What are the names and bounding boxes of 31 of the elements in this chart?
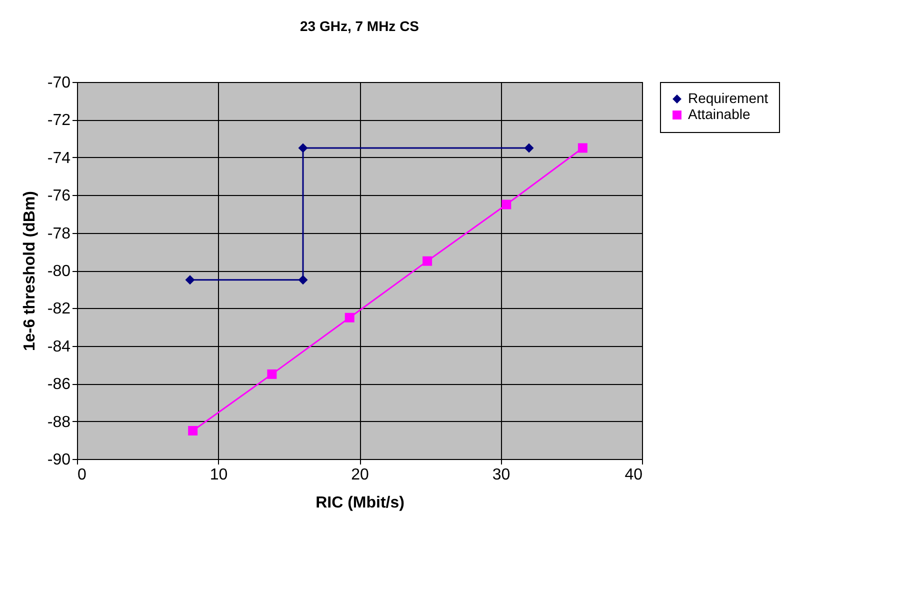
y-tick-label: -88 xyxy=(47,414,71,431)
point xyxy=(422,256,432,266)
y-tick-label: -82 xyxy=(47,300,71,318)
y-tick-label: -86 xyxy=(47,376,71,394)
y-tick-label: -90 xyxy=(47,452,71,468)
point xyxy=(344,312,354,322)
point xyxy=(298,143,308,153)
point xyxy=(502,200,512,210)
legend-label: Attainable xyxy=(688,106,750,122)
x-axis-title: RIC (Mbit/s) xyxy=(316,494,404,512)
y-tick-label: -72 xyxy=(47,112,71,130)
x-tick-label: 10 xyxy=(210,466,228,484)
y-tick-label: -84 xyxy=(47,338,71,356)
y-tick-label: -76 xyxy=(47,188,71,205)
point xyxy=(298,275,308,285)
legend-label: Requirement xyxy=(688,90,768,106)
y-tick-label: -70 xyxy=(47,74,71,92)
point xyxy=(267,369,277,379)
y-tick-label: -74 xyxy=(47,150,71,167)
x-tick-label: 0 xyxy=(78,466,86,484)
x-tick-label: 30 xyxy=(492,466,510,484)
point xyxy=(578,143,588,153)
x-tick-label: 20 xyxy=(351,466,369,484)
point xyxy=(524,143,534,153)
chart-title: 23 GHz, 7 MHz CS xyxy=(300,18,420,34)
point xyxy=(185,275,195,285)
point xyxy=(188,426,198,436)
y-tick-label: -78 xyxy=(47,225,71,242)
y-axis-title: 1e-6 threshold (dBm) xyxy=(21,190,38,352)
x-tick-label: 40 xyxy=(624,466,643,484)
y-tick-label: -80 xyxy=(47,263,71,280)
